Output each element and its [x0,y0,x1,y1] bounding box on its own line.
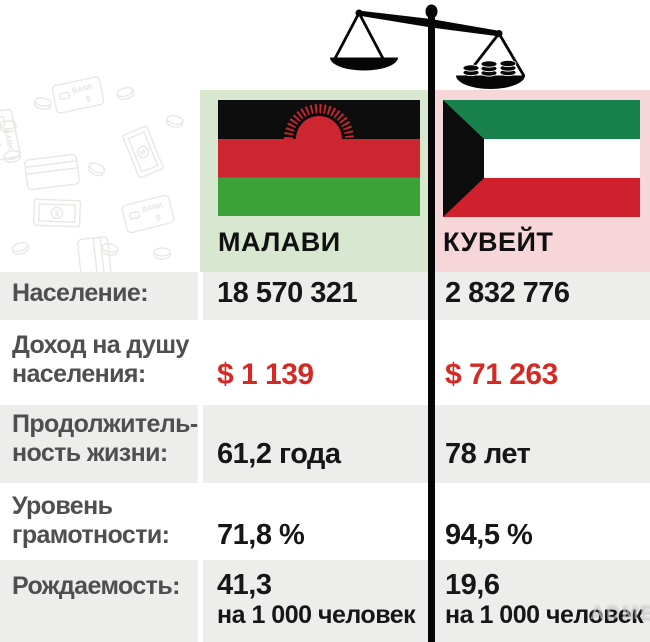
table-row-literacy: Уровень грамотности: 71,8 % 94,5 % [0,483,650,560]
malawi-flag-icon [218,100,420,216]
row-label: Продолжитель- ность жизни: [12,410,198,467]
country-name-kuwait: КУВЕЙТ [443,227,554,257]
value-malawi: 18 570 321 [217,277,358,309]
row-label: Население: [12,279,149,307]
value-malawi: 41,3 на 1 000 человек [217,569,416,629]
value-kuwait: 78 лет [445,438,531,470]
value-malawi: 71,8 % [217,519,305,551]
row-label: Доход на душу населения: [12,331,189,388]
value-malawi: $ 1 139 [217,358,314,391]
value-kuwait: 94,5 % [445,519,533,551]
value-kuwait: 19,6 на 1 000 человек [445,569,644,629]
table-row-birth-rate: Рождаемость: 41,3 на 1 000 человек 19,6 … [0,560,650,642]
row-label: Рождаемость: [12,572,180,600]
table-row-life-expectancy: Продолжитель- ность жизни: 61,2 года 78 … [0,405,650,483]
money-doodle-pattern-icon: $ BANK $ [0,75,185,274]
value-malawi: 61,2 года [217,438,341,470]
coin-stack-icon [462,59,517,77]
value-kuwait: 2 832 776 [445,277,570,309]
table-row-income: Доход на душу населения: $ 1 139 $ 71 26… [0,320,650,405]
watermark: ADME [590,602,650,624]
table-row-population: Население: 18 570 321 2 832 776 [0,272,650,320]
row-label: Уровень грамотности: [12,492,170,549]
center-divider-line [428,12,435,642]
value-kuwait: $ 71 263 [445,358,558,391]
country-name-malawi: МАЛАВИ [218,227,341,257]
comparison-table: Население: 18 570 321 2 832 776 Доход на… [0,272,650,642]
kuwait-flag-icon [443,100,640,217]
